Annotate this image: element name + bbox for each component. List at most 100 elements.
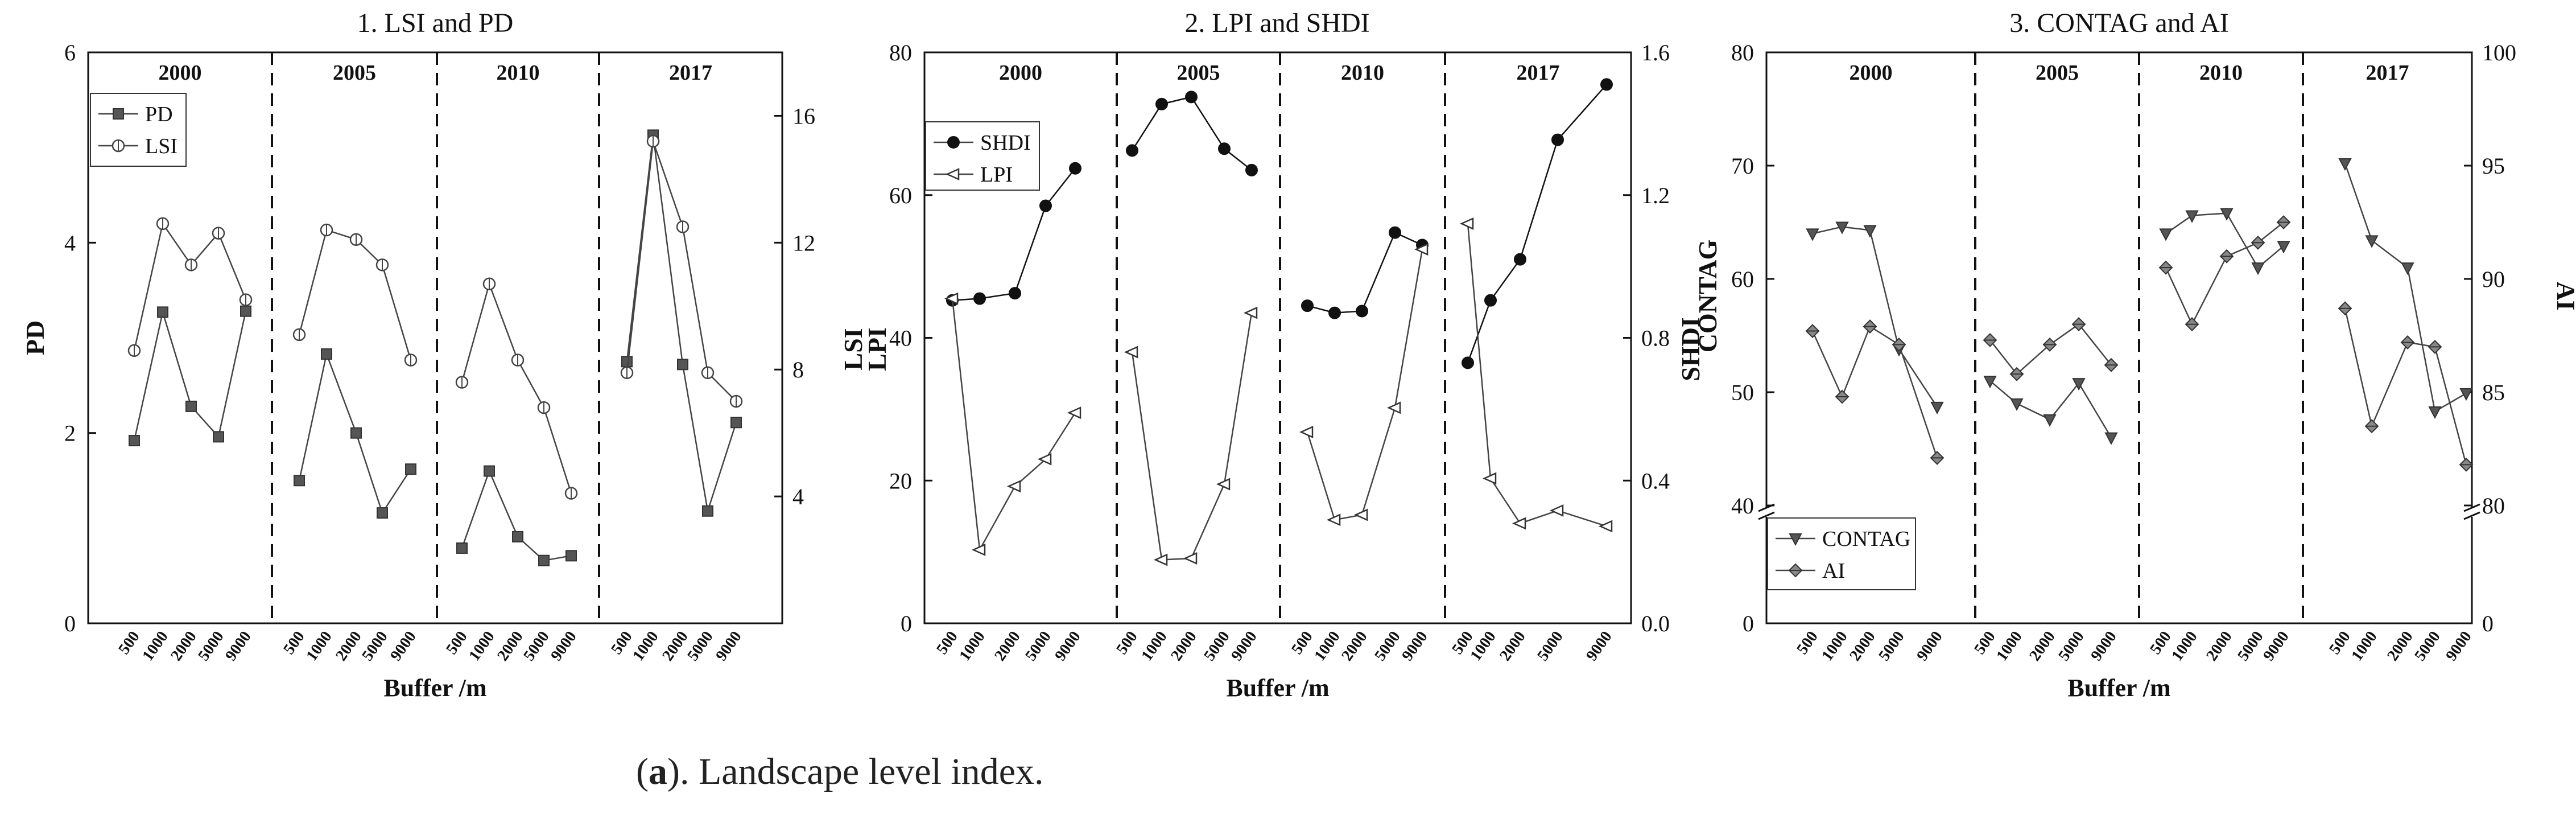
x-tick-label: 2000: [167, 628, 200, 664]
point-shdi: [1218, 142, 1231, 155]
point-contag: [2220, 208, 2234, 221]
plot-frame: [87, 51, 783, 624]
x-tick-label: 500: [1793, 628, 1821, 657]
series-line-ai: [2344, 308, 2467, 465]
point-lpi: [1037, 453, 1052, 466]
point-pd: [702, 505, 713, 517]
point-lpi: [1459, 217, 1474, 230]
x-tick-label: 9000: [2087, 628, 2120, 664]
point-shdi: [1514, 253, 1526, 266]
x-tick-label: 1000: [465, 628, 498, 664]
point-lpi: [1124, 346, 1138, 359]
point-pd: [185, 400, 197, 412]
legend-label-pd: PD: [145, 102, 173, 126]
x-tick-label: 2000: [494, 628, 527, 664]
x-tick-label: 1000: [1467, 628, 1500, 664]
x-tick-label: 9000: [1913, 628, 1946, 664]
y-tick-label-left: 50: [1731, 380, 1754, 405]
x-tick-label: 1000: [629, 628, 662, 664]
legend-label-ai: AI: [1822, 559, 1845, 583]
x-tick-label: 1000: [1993, 628, 2026, 664]
legend: SHDI LPI: [925, 121, 1040, 191]
point-shdi: [1301, 299, 1314, 313]
point-contag: [1983, 376, 1997, 389]
point-contag: [2159, 228, 2173, 241]
point-pd: [294, 475, 305, 487]
legend-marker-shdi: [947, 136, 960, 149]
y-tick-label-right: 4: [792, 484, 804, 509]
point-contag: [2428, 406, 2442, 419]
y-tick-label-left: 60: [889, 183, 912, 208]
y-tick-label-right: 85: [2482, 380, 2505, 405]
x-tick-label: 5000: [684, 628, 717, 664]
x-tick-label: 5000: [1534, 628, 1567, 664]
x-tick-label: 9000: [1583, 628, 1616, 664]
point-pd: [213, 431, 224, 443]
series-line-ai: [1811, 325, 1938, 458]
point-contag: [2010, 398, 2024, 412]
point-lpi: [1183, 552, 1198, 565]
x-axis-title: Buffer /m: [1226, 674, 1329, 702]
point-lpi: [1153, 553, 1168, 566]
year-label: 2005: [2036, 61, 2079, 85]
series-line-pd: [133, 309, 247, 441]
year-label: 2010: [2199, 61, 2243, 85]
point-contag: [2185, 210, 2199, 223]
point-shdi: [1389, 226, 1401, 239]
series-line-lpi: [1306, 249, 1423, 521]
x-tick-label: 9000: [2260, 628, 2293, 664]
point-contag: [1835, 221, 1849, 235]
y-tick-label-left: 40: [1731, 493, 1754, 519]
y-tick-label-right: 0: [2482, 611, 2494, 636]
point-lpi: [1299, 426, 1314, 438]
x-axis-title: Buffer /m: [383, 674, 486, 702]
legend-marker-contag: [1789, 533, 1802, 546]
x-tick-label: 2000: [332, 628, 365, 664]
series-line-lpi: [951, 298, 1076, 552]
year-label: 2005: [1177, 61, 1220, 85]
x-tick-label: 5000: [1371, 628, 1404, 664]
point-shdi: [1600, 78, 1613, 91]
x-tick-label: 2000: [1496, 628, 1529, 664]
x-tick-label: 2000: [991, 628, 1024, 664]
point-lpi: [1386, 401, 1401, 414]
y-tick-label-left: 20: [889, 468, 912, 494]
x-tick-label: 1000: [1138, 628, 1171, 664]
x-tick-label: 1000: [956, 628, 989, 664]
point-contag: [2365, 235, 2379, 248]
y-tick-label-left: 0: [1743, 611, 1754, 636]
point-pd: [565, 550, 577, 562]
legend-box: [925, 121, 1040, 191]
point-pd: [730, 417, 742, 429]
y-tick-label-left: 80: [1731, 40, 1754, 65]
point-contag: [2043, 414, 2057, 427]
point-pd: [321, 348, 332, 360]
chart-title: 3. CONTAG and AI: [2009, 8, 2228, 38]
y-tick-label-left: 60: [1731, 266, 1754, 292]
x-tick-label: 2000: [1338, 628, 1371, 664]
point-shdi: [1155, 97, 1168, 110]
y-tick-label-left: 0: [901, 611, 912, 636]
x-tick-label: 2000: [2384, 628, 2417, 664]
y-tick-label-right: 0.0: [1641, 611, 1670, 636]
series-line-lsi: [133, 221, 247, 351]
x-tick-label: 1000: [2348, 628, 2381, 664]
point-lpi: [1414, 243, 1429, 256]
axis-break-mark: [2463, 503, 2480, 512]
y-axis-title-right: SHDI: [1676, 317, 1705, 381]
y-tick-label-left: 40: [889, 326, 912, 351]
y-tick-label-right: 80: [2482, 493, 2505, 519]
series-line-contag: [2344, 163, 2467, 413]
point-shdi: [973, 292, 986, 305]
x-tick-label: 9000: [2442, 628, 2475, 664]
year-label: 2000: [1850, 61, 1893, 85]
point-pd: [405, 463, 416, 475]
y-tick-label-right: 100: [2482, 40, 2516, 65]
y-tick-label-right: 1.6: [1641, 40, 1670, 65]
point-pd: [512, 531, 523, 542]
x-tick-label: 2000: [659, 628, 692, 664]
y-tick-label-left: 6: [64, 40, 76, 65]
point-pd: [350, 427, 362, 439]
year-label: 2017: [2366, 61, 2409, 85]
point-shdi: [1069, 162, 1081, 175]
